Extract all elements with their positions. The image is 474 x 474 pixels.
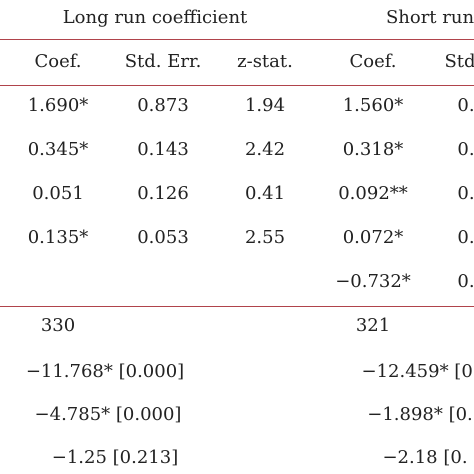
header-rule-top <box>0 39 474 40</box>
cell-long-coef: 0.051 <box>32 183 84 204</box>
cell-long-se: 0.053 <box>137 227 189 248</box>
header-group-long-run: Long run coefficient <box>62 7 248 28</box>
cell-short-coef: −0.732* <box>335 271 411 292</box>
cell-long-coef: 1.690* <box>27 95 89 116</box>
cell-long-coef: 0.135* <box>27 227 89 248</box>
cell-long-coef: 0.345* <box>27 139 89 160</box>
cell-short-coef: 0.318* <box>342 139 404 160</box>
stat-short: 321 <box>355 315 391 336</box>
header-group-short-run: Short run <box>385 7 474 28</box>
cell-long-se: 0.126 <box>137 183 189 204</box>
cell-long-se: 0.143 <box>137 139 189 160</box>
col-header-long-z-stat: z-stat. <box>237 51 293 72</box>
cell-long-z: 2.42 <box>244 139 286 160</box>
stat-long: −4.785* [0.000] <box>34 404 182 425</box>
col-header-long-coef: Coef. <box>34 51 82 72</box>
stat-long: −11.768* [0.000] <box>25 361 185 382</box>
col-header-short-coef: Coef. <box>349 51 397 72</box>
cell-short-coef: 0.072* <box>342 227 404 248</box>
cell-short-se: 0. <box>457 227 474 248</box>
col-header-long-std-err: Std. Err. <box>124 51 202 72</box>
cell-short-se: 0. <box>457 139 474 160</box>
cell-short-coef: 0.092** <box>338 183 408 204</box>
cell-long-z: 2.55 <box>244 227 286 248</box>
stat-long: −1.25 [0.213] <box>51 447 179 468</box>
stat-short: −1.898* [0. <box>367 404 473 425</box>
cell-long-z: 1.94 <box>244 95 286 116</box>
col-header-short-std: Std <box>444 51 474 72</box>
section-rule <box>0 306 474 307</box>
stat-short: −2.18 [0. <box>382 447 468 468</box>
cell-short-se: 0. <box>457 271 474 292</box>
stat-short: −12.459* [0. <box>361 361 474 382</box>
cell-short-se: 0. <box>457 95 474 116</box>
cell-long-z: 0.41 <box>244 183 286 204</box>
cell-long-se: 0.873 <box>137 95 189 116</box>
stat-long: 330 <box>40 315 76 336</box>
cell-short-se: 0. <box>457 183 474 204</box>
header-rule-bottom <box>0 85 474 86</box>
cell-short-coef: 1.560* <box>342 95 404 116</box>
